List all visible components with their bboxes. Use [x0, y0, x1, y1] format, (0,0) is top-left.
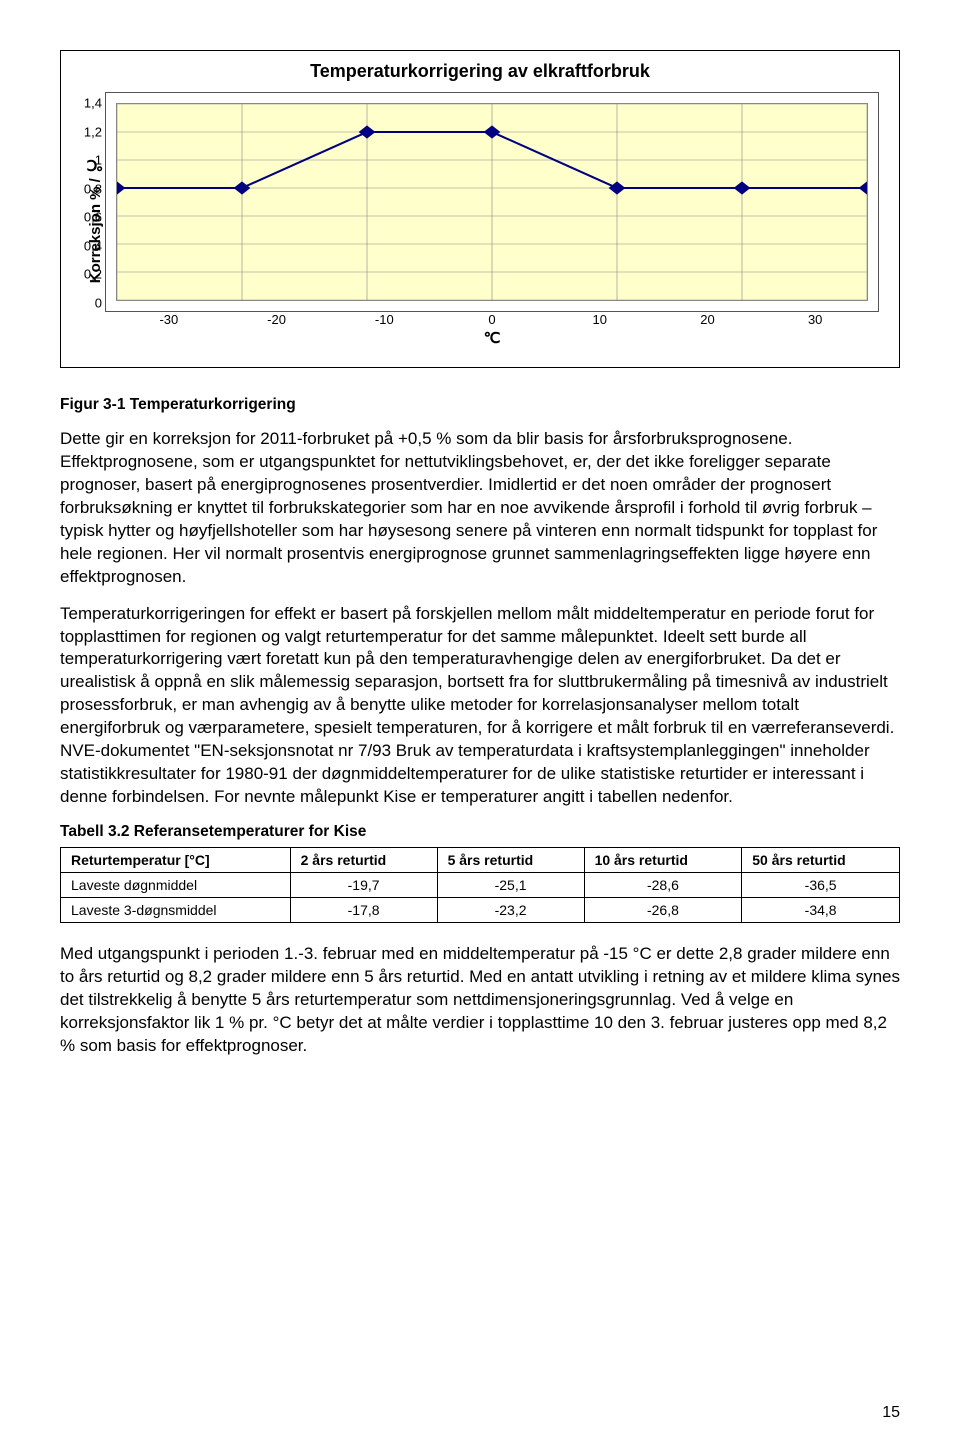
chart-title: Temperaturkorrigering av elkraftforbruk [81, 61, 879, 82]
table-header: 50 års returtid [742, 848, 900, 873]
table-header: 5 års returtid [437, 848, 584, 873]
table-header: Returtemperatur [°C] [61, 848, 291, 873]
table-cell: -25,1 [437, 873, 584, 898]
xtick-label: 0 [438, 312, 546, 327]
table-cell: -19,7 [290, 873, 437, 898]
page-number: 15 [882, 1404, 900, 1422]
table-cell: -17,8 [290, 898, 437, 923]
paragraph-1: Dette gir en korreksjon for 2011-forbruk… [60, 428, 900, 589]
ytick-label: 0 [95, 296, 102, 311]
table-cell: -23,2 [437, 898, 584, 923]
table-cell: -26,8 [584, 898, 742, 923]
xtick-label: 10 [546, 312, 654, 327]
chart-xlabel: ℃ [105, 329, 879, 347]
xtick-label: -30 [115, 312, 223, 327]
xtick-label: -10 [330, 312, 438, 327]
chart-container: Temperaturkorrigering av elkraftforbruk … [60, 50, 900, 368]
xtick-label: 20 [654, 312, 762, 327]
table-cell: Laveste døgnmiddel [61, 873, 291, 898]
table-caption: Tabell 3.2 Referansetemperaturer for Kis… [60, 823, 900, 841]
ytick-label: 0,2 [84, 267, 102, 282]
paragraph-2: Temperaturkorrigeringen for effekt er ba… [60, 603, 900, 809]
table-row: Laveste 3-døgnsmiddel-17,8-23,2-26,8-34,… [61, 898, 900, 923]
table-header: 10 års returtid [584, 848, 742, 873]
table-cell: -34,8 [742, 898, 900, 923]
ytick-label: 0,4 [84, 238, 102, 253]
ytick-label: 1,2 [84, 124, 102, 139]
reference-temperature-table: Returtemperatur [°C]2 års returtid5 års … [60, 847, 900, 923]
ytick-label: 1,4 [84, 96, 102, 111]
table-cell: Laveste 3-døgnsmiddel [61, 898, 291, 923]
paragraph-3: Med utgangspunkt i perioden 1.-3. februa… [60, 943, 900, 1058]
ytick-label: 0,8 [84, 181, 102, 196]
ytick-label: 0,6 [84, 210, 102, 225]
xtick-label: -20 [223, 312, 331, 327]
table-cell: -28,6 [584, 873, 742, 898]
table-row: Laveste døgnmiddel-19,7-25,1-28,6-36,5 [61, 873, 900, 898]
figure-caption: Figur 3-1 Temperaturkorrigering [60, 396, 900, 414]
table-cell: -36,5 [742, 873, 900, 898]
chart-plot-area: 00,20,40,60,811,21,4 [105, 92, 879, 312]
ytick-label: 1 [95, 153, 102, 168]
xtick-label: 30 [761, 312, 869, 327]
table-header: 2 års returtid [290, 848, 437, 873]
